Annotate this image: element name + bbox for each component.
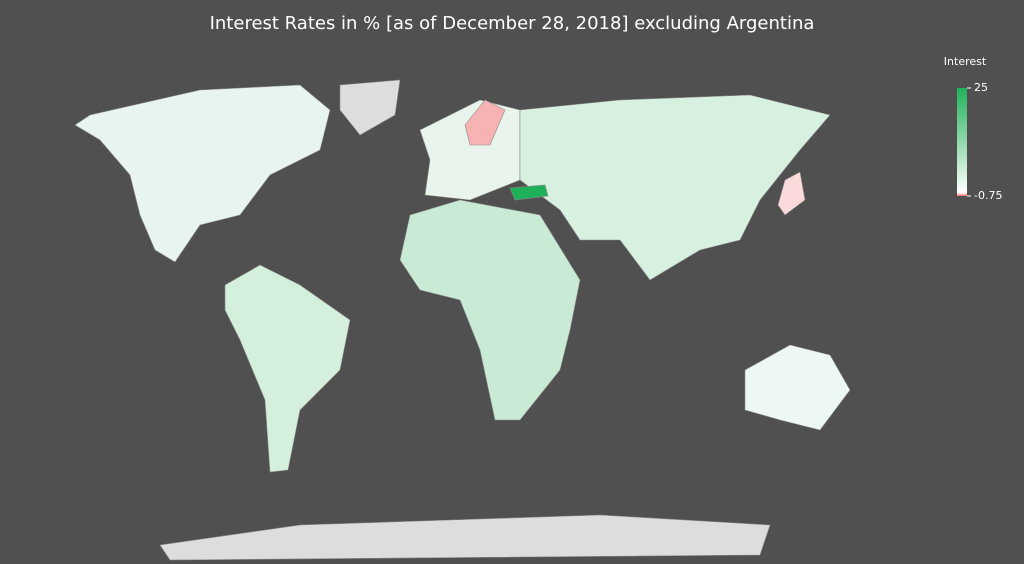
tick-label: 25 <box>974 81 988 94</box>
color-bar <box>957 88 967 196</box>
australia <box>744 344 851 431</box>
legend-title: Interest <box>944 55 987 68</box>
turkey <box>509 184 549 201</box>
map <box>74 79 851 561</box>
tick-label: -0.75 <box>974 189 1002 202</box>
south-america <box>224 264 351 473</box>
chart-title: Interest Rates in % [as of December 28, … <box>210 13 815 34</box>
north-america <box>74 84 331 263</box>
asia <box>519 94 831 281</box>
scandinavia <box>464 99 506 146</box>
africa <box>399 199 581 421</box>
antarctica <box>159 514 771 561</box>
japan <box>777 171 806 216</box>
greenland <box>339 79 401 136</box>
